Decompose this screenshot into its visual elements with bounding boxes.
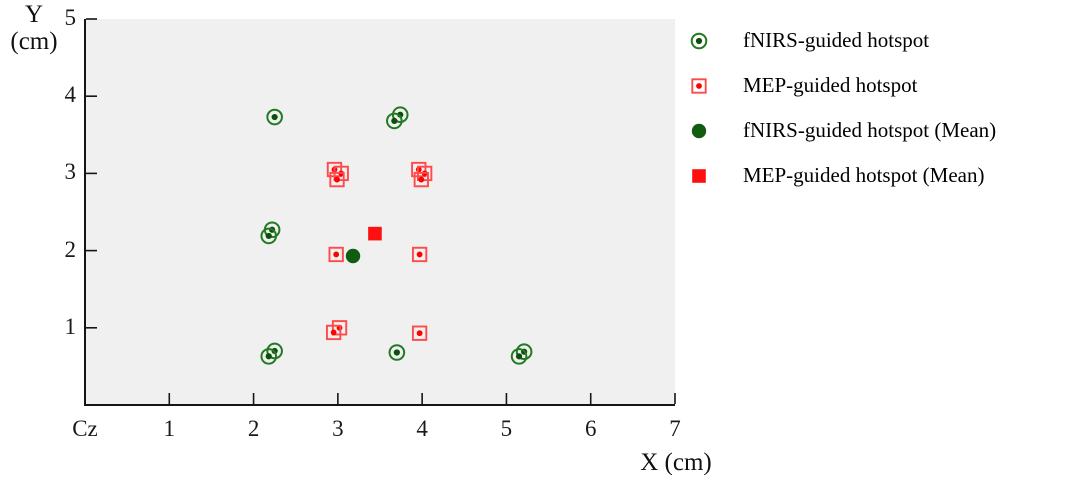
fnirs-hotspot-marker xyxy=(388,344,406,361)
mep-hotspot-marker-dot xyxy=(418,176,425,183)
fnirs-hotspot-marker-dot xyxy=(695,37,703,44)
y-tick-label: 3 xyxy=(64,159,77,185)
series-open-circle-dot xyxy=(260,106,533,365)
y-axis-label-line1: Y xyxy=(24,1,44,28)
fnirs-hotspot-marker xyxy=(260,227,278,245)
plot-background xyxy=(85,19,675,405)
legend-item-label: fNIRS-guided hotspot xyxy=(743,28,930,52)
fnirs-hotspot-marker xyxy=(266,342,283,360)
mep-hotspot-marker xyxy=(329,171,345,188)
x-tick-label: Cz xyxy=(72,416,98,441)
legend-item-mep-hotspot: MEP-guided hotspot xyxy=(688,63,1048,108)
mep-mean-marker xyxy=(692,168,706,183)
mep-mean-hotspot-icon xyxy=(688,165,710,187)
fnirs-hotspot-marker xyxy=(510,348,528,365)
fnirs-mean-marker xyxy=(691,123,707,138)
mep-hotspot-marker xyxy=(325,324,342,341)
legend-item-label: MEP-guided hotspot xyxy=(743,73,918,97)
fnirs-hotspot-marker xyxy=(266,108,283,126)
fnirs-hotspot-marker-dot xyxy=(393,349,400,356)
series-open-square-dot xyxy=(325,161,433,341)
fnirs-hotspot-marker xyxy=(515,343,533,361)
y-tick-label: 5 xyxy=(64,5,77,30)
legend: fNIRS-guided hotspot MEP-guided hotspot … xyxy=(688,18,1048,198)
fnirs-hotspot-marker xyxy=(260,348,278,365)
legend-item-fnirs-hotspot: fNIRS-guided hotspot xyxy=(688,18,1048,63)
mep-hotspot-marker-dot xyxy=(333,251,340,258)
x-tick-label: 7 xyxy=(669,416,681,441)
y-axis-label: Y (cm) xyxy=(0,1,68,55)
mep-hotspot-marker xyxy=(411,325,428,341)
fnirs-hotspot-marker xyxy=(386,112,403,130)
y-tick-label: 2 xyxy=(64,236,77,262)
y-tick-label: 1 xyxy=(64,313,77,339)
x-tick-label: 3 xyxy=(332,416,344,441)
fnirs-hotspot-icon xyxy=(688,30,710,52)
mep-hotspot-marker xyxy=(328,246,344,263)
mep-hotspot-marker-dot xyxy=(416,251,423,258)
series-filled-circle xyxy=(345,248,361,264)
legend-item-fnirs-mean: fNIRS-guided hotspot (Mean) xyxy=(688,108,1048,153)
fnirs-hotspot-marker-dot xyxy=(391,117,398,125)
mep-hotspot-marker-dot xyxy=(334,176,340,183)
fnirs-hotspot-marker-dot xyxy=(515,353,523,360)
mep-hotspot-marker xyxy=(691,77,707,94)
fnirs-hotspot-marker xyxy=(690,32,708,49)
x-tick-label: 4 xyxy=(416,416,428,441)
x-tick-label: 2 xyxy=(247,416,260,441)
fnirs-mean-hotspot-icon xyxy=(688,120,710,142)
mep-hotspot-marker xyxy=(411,246,428,263)
legend-item-mep-mean: MEP-guided hotspot (Mean) xyxy=(688,153,1048,198)
axis-lines xyxy=(84,19,675,406)
x-tick-label: 6 xyxy=(584,416,597,441)
y-tick-label: 4 xyxy=(64,82,77,108)
mep-hotspot-icon xyxy=(688,75,710,97)
x-tick-label: 1 xyxy=(163,416,176,441)
mep-hotspot-marker xyxy=(413,171,429,188)
x-tick-label: 5 xyxy=(500,416,513,441)
mep-hotspot-marker-dot xyxy=(330,329,337,336)
legend-item-label: fNIRS-guided hotspot (Mean) xyxy=(743,118,997,142)
fnirs-hotspot-marker-dot xyxy=(271,113,278,121)
mep-hotspot-marker-dot xyxy=(696,82,702,89)
fnirs-hotspot-marker-dot xyxy=(265,353,272,360)
y-axis-label-line2: (cm) xyxy=(10,28,58,55)
legend-item-label: MEP-guided hotspot (Mean) xyxy=(743,163,985,187)
series-filled-square xyxy=(368,226,382,241)
fnirs-hotspot-marker-dot xyxy=(265,232,272,240)
x-axis-label: X (cm) xyxy=(640,449,712,476)
fnirs-mean-marker xyxy=(345,248,361,264)
mep-mean-marker xyxy=(368,226,382,241)
mep-hotspot-marker-dot xyxy=(416,330,423,337)
